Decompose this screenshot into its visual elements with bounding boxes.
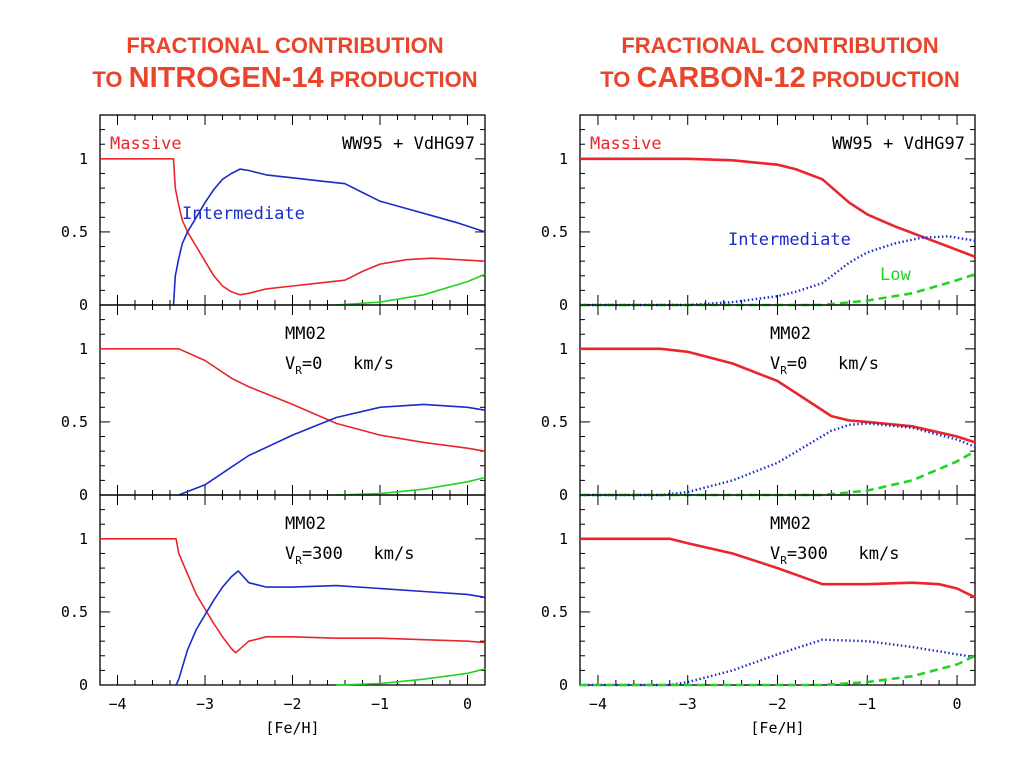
chart-title-nitrogen: FRACTIONAL CONTRIBUTION TO NITROGEN-14 P… <box>70 30 500 96</box>
title-prefix: TO <box>600 67 637 92</box>
series-label-intermediate: Intermediate <box>728 230 851 250</box>
panel-n14-1: 0 0.5 1 MM02 VR=0 km/s <box>61 304 486 504</box>
x-axis-label: [Fe/H] <box>265 719 319 737</box>
title-line1: FRACTIONAL CONTRIBUTION <box>621 33 939 58</box>
x-tick-label: −3 <box>679 695 697 713</box>
velocity-subscript: R <box>780 554 787 567</box>
velocity-symbol: V <box>770 354 780 374</box>
series-line-massive <box>100 537 486 654</box>
series-line-low <box>580 654 976 687</box>
series-label-intermediate: Intermediate <box>182 204 305 224</box>
velocity-symbol: V <box>285 354 295 374</box>
velocity-subscript: R <box>295 554 302 567</box>
model-label: MM02 <box>770 324 811 344</box>
x-tick-label: −2 <box>768 695 786 713</box>
panel-c12-1: 0 0.5 1 MM02 VR=0 km/s <box>541 304 976 504</box>
velocity-subscript: R <box>295 364 302 377</box>
y-tick-label: 1 <box>559 150 568 168</box>
series-line-massive <box>100 347 486 452</box>
series-line-massive <box>580 157 976 259</box>
y-tick-label: 0.5 <box>541 413 568 431</box>
title-prefix: TO <box>92 67 129 92</box>
velocity-symbol: V <box>770 544 780 564</box>
chart-title-carbon: FRACTIONAL CONTRIBUTION TO CARBON-12 PRO… <box>565 30 995 96</box>
series-line-intermediate <box>580 422 976 497</box>
velocity-value: =0 km/s <box>787 354 879 374</box>
series-line-low <box>336 476 486 496</box>
series-line-massive <box>580 347 976 444</box>
series-label-massive: Massive <box>110 134 182 154</box>
panel-c12-0: 0 0.5 1 Massive Intermediate Low WW95 + VdHG97 <box>541 114 976 314</box>
y-tick-label: 0.5 <box>541 603 568 621</box>
series-line-massive <box>580 537 976 599</box>
series-label-low: Low <box>880 265 911 285</box>
x-tick-label: −3 <box>196 695 214 713</box>
x-tick-label: 0 <box>463 695 472 713</box>
x-axis-label: [Fe/H] <box>750 719 804 737</box>
series-label-massive: Massive <box>590 134 662 154</box>
title-emph: NITROGEN-14 <box>128 62 324 94</box>
x-tick-label: −2 <box>283 695 301 713</box>
model-velocity-label: VR=300 km/s <box>770 544 899 567</box>
title-line1: FRACTIONAL CONTRIBUTION <box>126 33 444 58</box>
x-tick-label: 0 <box>953 695 962 713</box>
title-emph: CARBON-12 <box>636 62 806 94</box>
y-tick-label: 1 <box>79 150 88 168</box>
panel-c12-2: 0 0.5 1 −4 −3 −2 −1 0 [Fe/H] MM02 VR=300 km/s <box>541 494 976 737</box>
series-line-massive <box>100 158 486 296</box>
series-line-intermediate <box>175 570 486 686</box>
model-velocity-label: VR=0 km/s <box>770 354 879 377</box>
series-line-low <box>336 273 486 306</box>
model-label: WW95 + VdHG97 <box>342 134 475 154</box>
title-suffix: PRODUCTION <box>323 67 478 92</box>
y-tick-label: 1 <box>559 340 568 358</box>
panel-n14-0: 0 0.5 1 Massive Intermediate WW95 + VdHG97 <box>61 114 486 314</box>
y-tick-label: 0 <box>559 486 568 504</box>
y-tick-label: 0.5 <box>61 223 88 241</box>
velocity-value: =300 km/s <box>787 544 900 564</box>
series-line-intermediate <box>172 168 486 306</box>
x-tick-label: −1 <box>858 695 876 713</box>
model-velocity-label: VR=300 km/s <box>285 544 414 567</box>
y-tick-label: 0 <box>559 676 568 694</box>
y-tick-label: 1 <box>79 530 88 548</box>
title-line2: TO NITROGEN-14 PRODUCTION <box>70 62 500 96</box>
velocity-value: =0 km/s <box>302 354 394 374</box>
title-suffix: PRODUCTION <box>805 67 960 92</box>
y-tick-label: 0.5 <box>61 603 88 621</box>
series-line-low <box>336 668 486 686</box>
x-tick-label: −4 <box>108 695 126 713</box>
y-tick-label: 0 <box>79 676 88 694</box>
y-tick-label: 0 <box>559 296 568 314</box>
model-label: MM02 <box>285 514 326 534</box>
y-tick-label: 1 <box>79 340 88 358</box>
velocity-value: =300 km/s <box>302 544 415 564</box>
x-tick-label: −4 <box>589 695 607 713</box>
panel-n14-2: 0 0.5 1 −4 −3 −2 −1 0 [Fe/H] MM02 VR=300 km/s <box>61 494 486 737</box>
x-tick-label: −1 <box>371 695 389 713</box>
series-line-intermediate <box>178 403 486 496</box>
model-label: MM02 <box>770 514 811 534</box>
y-tick-label: 0.5 <box>61 413 88 431</box>
model-label: WW95 + VdHG97 <box>832 134 965 154</box>
model-label: MM02 <box>285 324 326 344</box>
velocity-symbol: V <box>285 544 295 564</box>
y-tick-label: 0 <box>79 296 88 314</box>
y-tick-label: 1 <box>559 530 568 548</box>
y-tick-label: 0.5 <box>541 223 568 241</box>
velocity-subscript: R <box>780 364 787 377</box>
title-line2: TO CARBON-12 PRODUCTION <box>565 62 995 96</box>
model-velocity-label: VR=0 km/s <box>285 354 394 377</box>
series-line-intermediate <box>580 235 976 307</box>
y-tick-label: 0 <box>79 486 88 504</box>
